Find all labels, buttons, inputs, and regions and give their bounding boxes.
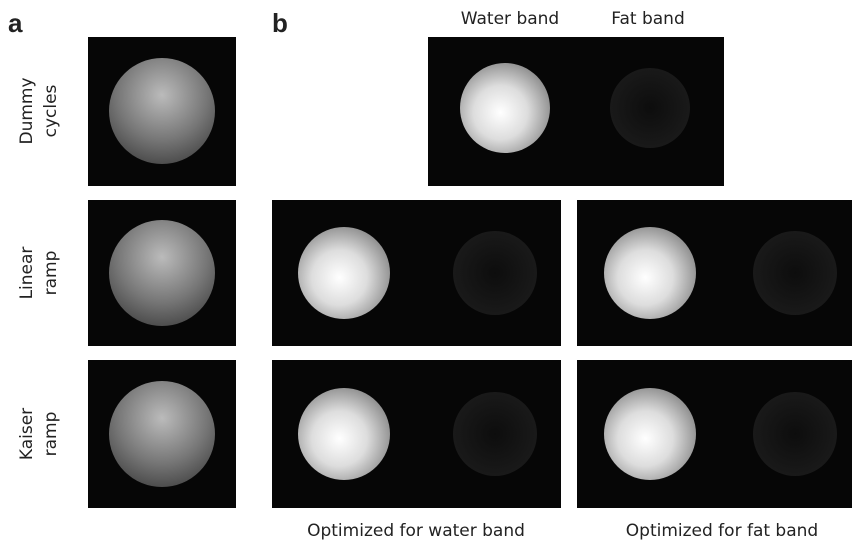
footer-label: Optimized for fat band [626, 521, 818, 541]
panel-a-images [88, 37, 236, 508]
footer-label: Optimized for water band [307, 521, 525, 541]
mri-circle [610, 68, 690, 148]
panel-label: a [8, 8, 23, 38]
row-label: ramp [41, 412, 61, 457]
mri-circle [753, 231, 837, 315]
mri-circle [604, 388, 696, 480]
mri-circle [604, 227, 696, 319]
panel-b-images [272, 37, 852, 508]
mri-circle [453, 392, 537, 476]
mri-circle [460, 63, 550, 153]
panel-label: b [272, 8, 288, 38]
mri-circle [109, 381, 215, 487]
row-label: cycles [41, 84, 61, 137]
mri-circle [109, 220, 215, 326]
mri-circle [298, 227, 390, 319]
row-label: Linear [17, 247, 37, 300]
row-label: Kaiser [17, 408, 37, 460]
mri-circle [298, 388, 390, 480]
row-labels: Dummy cycles Linear ramp Kaiser ramp [17, 77, 61, 460]
column-header: Water band [461, 9, 559, 29]
row-label: ramp [41, 251, 61, 296]
row-label: Dummy [17, 77, 37, 144]
column-header: Fat band [611, 9, 684, 29]
figure: a b Water band Fat band Dummy cycles Lin… [0, 0, 858, 547]
mri-circle [109, 58, 215, 164]
mri-circle [753, 392, 837, 476]
mri-circle [453, 231, 537, 315]
